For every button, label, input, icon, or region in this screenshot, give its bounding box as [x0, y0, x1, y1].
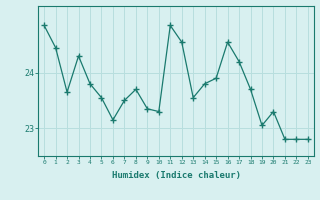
- X-axis label: Humidex (Indice chaleur): Humidex (Indice chaleur): [111, 171, 241, 180]
